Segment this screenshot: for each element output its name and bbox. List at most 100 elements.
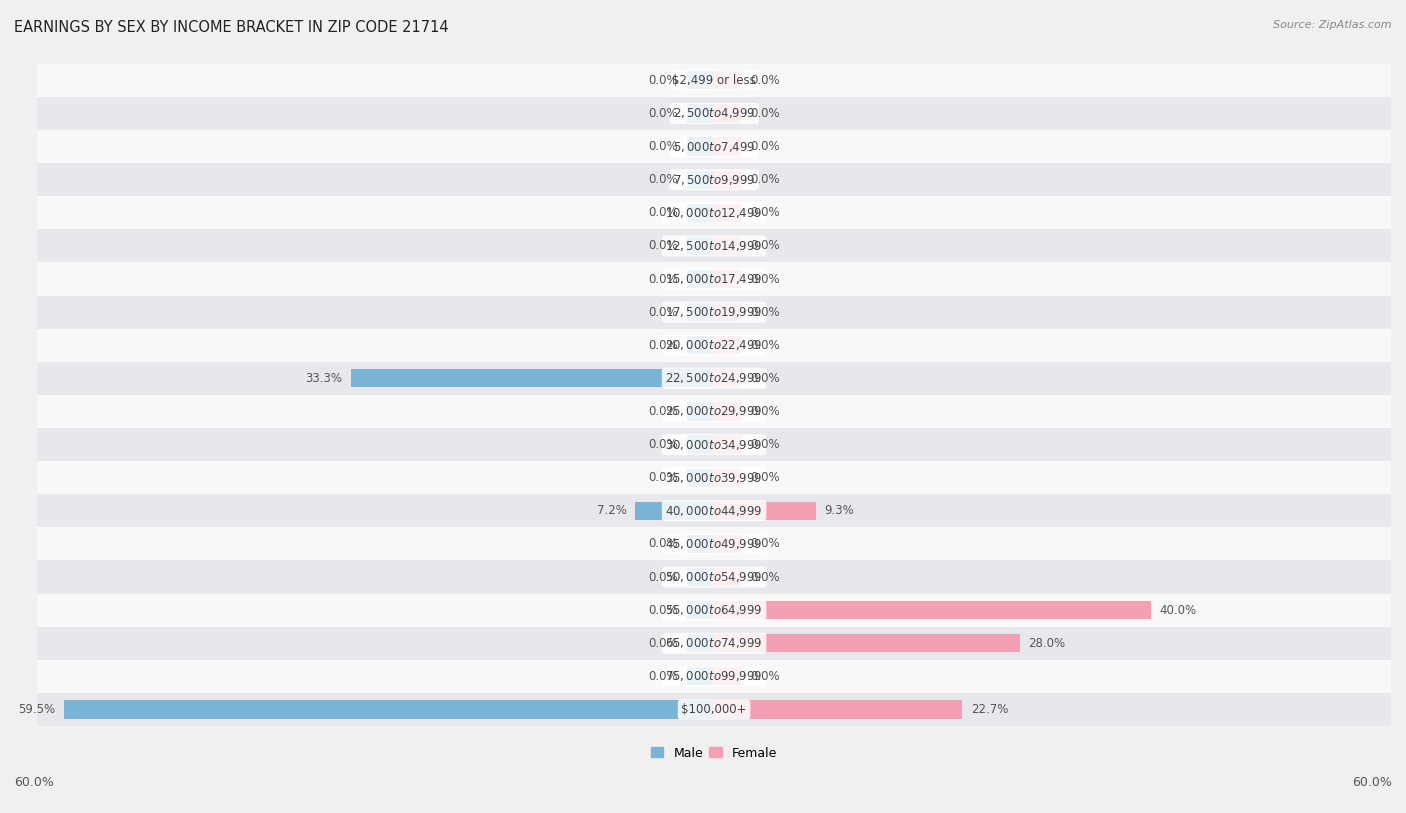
- Text: 0.0%: 0.0%: [648, 74, 678, 87]
- Bar: [686, 72, 714, 89]
- Text: 0.0%: 0.0%: [648, 107, 678, 120]
- Bar: [714, 468, 741, 487]
- Bar: [714, 237, 741, 255]
- Text: $7,500 to $9,999: $7,500 to $9,999: [673, 172, 755, 187]
- Text: 0.0%: 0.0%: [648, 637, 678, 650]
- Bar: [714, 270, 741, 288]
- Text: 0.0%: 0.0%: [751, 173, 780, 186]
- Bar: [636, 502, 714, 520]
- Bar: [686, 137, 714, 155]
- Text: 0.0%: 0.0%: [648, 472, 678, 485]
- Bar: [0, 428, 1406, 461]
- Text: $12,500 to $14,999: $12,500 to $14,999: [665, 239, 763, 253]
- Bar: [714, 535, 741, 553]
- Bar: [686, 204, 714, 222]
- Bar: [686, 104, 714, 123]
- Text: 0.0%: 0.0%: [648, 537, 678, 550]
- Bar: [714, 502, 815, 520]
- Bar: [0, 163, 1406, 196]
- Text: EARNINGS BY SEX BY INCOME BRACKET IN ZIP CODE 21714: EARNINGS BY SEX BY INCOME BRACKET IN ZIP…: [14, 20, 449, 35]
- Text: 0.0%: 0.0%: [648, 207, 678, 220]
- Text: $20,000 to $22,499: $20,000 to $22,499: [665, 338, 763, 352]
- Bar: [350, 369, 714, 388]
- Bar: [714, 601, 1150, 620]
- Text: $55,000 to $64,999: $55,000 to $64,999: [665, 603, 763, 617]
- Text: 0.0%: 0.0%: [751, 438, 780, 451]
- Text: 0.0%: 0.0%: [751, 140, 780, 153]
- Text: $30,000 to $34,999: $30,000 to $34,999: [665, 437, 763, 451]
- Text: $5,000 to $7,499: $5,000 to $7,499: [673, 140, 755, 154]
- Text: $45,000 to $49,999: $45,000 to $49,999: [665, 537, 763, 551]
- Text: $2,499 or less: $2,499 or less: [672, 74, 756, 87]
- Text: 0.0%: 0.0%: [648, 670, 678, 683]
- Bar: [686, 601, 714, 620]
- Text: $35,000 to $39,999: $35,000 to $39,999: [665, 471, 763, 485]
- Legend: Male, Female: Male, Female: [651, 746, 778, 759]
- Bar: [686, 171, 714, 189]
- Text: 0.0%: 0.0%: [648, 438, 678, 451]
- Text: $40,000 to $44,999: $40,000 to $44,999: [665, 504, 763, 518]
- Text: 0.0%: 0.0%: [751, 670, 780, 683]
- Text: 0.0%: 0.0%: [751, 472, 780, 485]
- Text: $2,500 to $4,999: $2,500 to $4,999: [673, 107, 755, 120]
- Bar: [714, 336, 741, 354]
- Text: 0.0%: 0.0%: [751, 372, 780, 385]
- Text: 0.0%: 0.0%: [751, 306, 780, 319]
- Text: $10,000 to $12,499: $10,000 to $12,499: [665, 206, 763, 220]
- Text: 0.0%: 0.0%: [751, 537, 780, 550]
- Bar: [686, 336, 714, 354]
- Bar: [714, 568, 741, 586]
- Text: 0.0%: 0.0%: [648, 339, 678, 352]
- Text: 28.0%: 28.0%: [1029, 637, 1066, 650]
- Bar: [714, 204, 741, 222]
- Bar: [0, 328, 1406, 362]
- Bar: [686, 402, 714, 420]
- Bar: [714, 700, 962, 719]
- Text: $65,000 to $74,999: $65,000 to $74,999: [665, 637, 763, 650]
- Bar: [0, 362, 1406, 395]
- Text: 0.0%: 0.0%: [648, 571, 678, 584]
- Bar: [65, 700, 714, 719]
- Text: 0.0%: 0.0%: [751, 107, 780, 120]
- Text: Source: ZipAtlas.com: Source: ZipAtlas.com: [1274, 20, 1392, 30]
- Bar: [686, 667, 714, 685]
- Text: 0.0%: 0.0%: [648, 173, 678, 186]
- Bar: [686, 237, 714, 255]
- Text: $75,000 to $99,999: $75,000 to $99,999: [665, 669, 763, 684]
- Text: 0.0%: 0.0%: [648, 239, 678, 252]
- Bar: [686, 436, 714, 454]
- Text: $15,000 to $17,499: $15,000 to $17,499: [665, 272, 763, 286]
- Text: 7.2%: 7.2%: [598, 504, 627, 517]
- Bar: [714, 303, 741, 321]
- Bar: [686, 303, 714, 321]
- Text: $25,000 to $29,999: $25,000 to $29,999: [665, 404, 762, 419]
- Bar: [0, 693, 1406, 726]
- Bar: [0, 660, 1406, 693]
- Bar: [686, 535, 714, 553]
- Bar: [714, 436, 741, 454]
- Bar: [0, 494, 1406, 528]
- Text: $22,500 to $24,999: $22,500 to $24,999: [665, 372, 763, 385]
- Text: 0.0%: 0.0%: [751, 239, 780, 252]
- Text: 22.7%: 22.7%: [970, 703, 1008, 716]
- Text: 9.3%: 9.3%: [824, 504, 853, 517]
- Text: 0.0%: 0.0%: [751, 207, 780, 220]
- Bar: [0, 229, 1406, 263]
- Bar: [0, 528, 1406, 560]
- Text: 60.0%: 60.0%: [1353, 776, 1392, 789]
- Bar: [0, 97, 1406, 130]
- Bar: [714, 72, 741, 89]
- Text: 0.0%: 0.0%: [751, 74, 780, 87]
- Text: 0.0%: 0.0%: [648, 603, 678, 616]
- Text: $50,000 to $54,999: $50,000 to $54,999: [665, 570, 763, 584]
- Bar: [686, 270, 714, 288]
- Bar: [0, 627, 1406, 660]
- Text: $17,500 to $19,999: $17,500 to $19,999: [665, 305, 763, 320]
- Bar: [714, 171, 741, 189]
- Text: $100,000+: $100,000+: [682, 703, 747, 716]
- Bar: [0, 263, 1406, 296]
- Bar: [686, 634, 714, 652]
- Bar: [0, 395, 1406, 428]
- Text: 0.0%: 0.0%: [648, 405, 678, 418]
- Text: 0.0%: 0.0%: [648, 306, 678, 319]
